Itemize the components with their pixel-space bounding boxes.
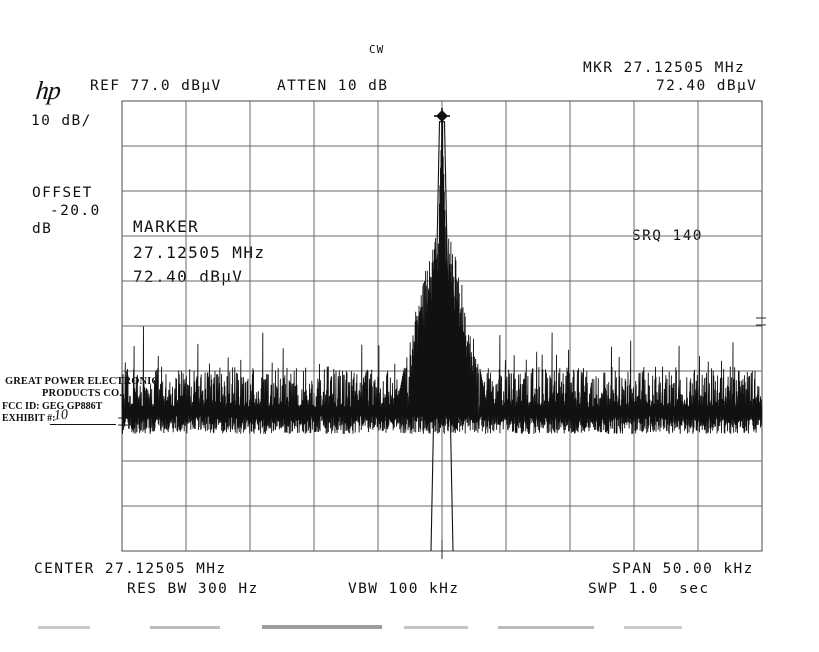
video-bandwidth-label: VBW 100 kHz (348, 581, 460, 597)
marker-block-title: MARKER (133, 217, 200, 236)
scale-per-division-label: 10 dB/ (31, 113, 92, 129)
reference-level-label: REF 77.0 dBµV (90, 78, 222, 94)
scan-artifact-marks (38, 625, 682, 629)
attenuation-label: ATTEN 10 dB (277, 78, 389, 94)
stamp-exhibit-underline (50, 423, 116, 425)
marker-symbol (434, 108, 450, 124)
span-label: SPAN 50.00 kHz (612, 561, 754, 577)
resolution-bandwidth-label: RES BW 300 Hz (127, 581, 259, 597)
fcc-exhibit-stamp: GREAT POWER ELECTRONIC PRODUCTS CO. FCC … (2, 376, 162, 425)
stamp-fcc-id: FCC ID: GEG GP886T (2, 400, 103, 412)
trace-path (121, 121, 763, 435)
offset-label: OFFSET (32, 185, 93, 201)
stamp-company-line1: GREAT POWER ELECTRONIC (4, 376, 160, 387)
offset-unit: dB (32, 221, 53, 237)
sweep-time-label: SWP 1.0 sec (588, 581, 710, 597)
stamp-exhibit-row: EXHIBIT #: 10 (2, 407, 162, 425)
marker-amplitude-readout: 72.40 dBµV (656, 78, 758, 94)
stamp-exhibit-number: 10 (53, 407, 69, 424)
stamp-exhibit-label: EXHIBIT #: (2, 412, 56, 424)
marker-block-frequency: 27.12505 MHz (133, 243, 266, 262)
stamp-company-line2: PRODUCTS CO. (42, 388, 122, 400)
center-frequency-label: CENTER 27.12505 MHz (34, 561, 227, 577)
marker-frequency-readout: MKR 27.12505 MHz (583, 60, 746, 76)
mode-indicator: CW (369, 43, 385, 56)
offset-value: -20.0 (50, 203, 101, 219)
